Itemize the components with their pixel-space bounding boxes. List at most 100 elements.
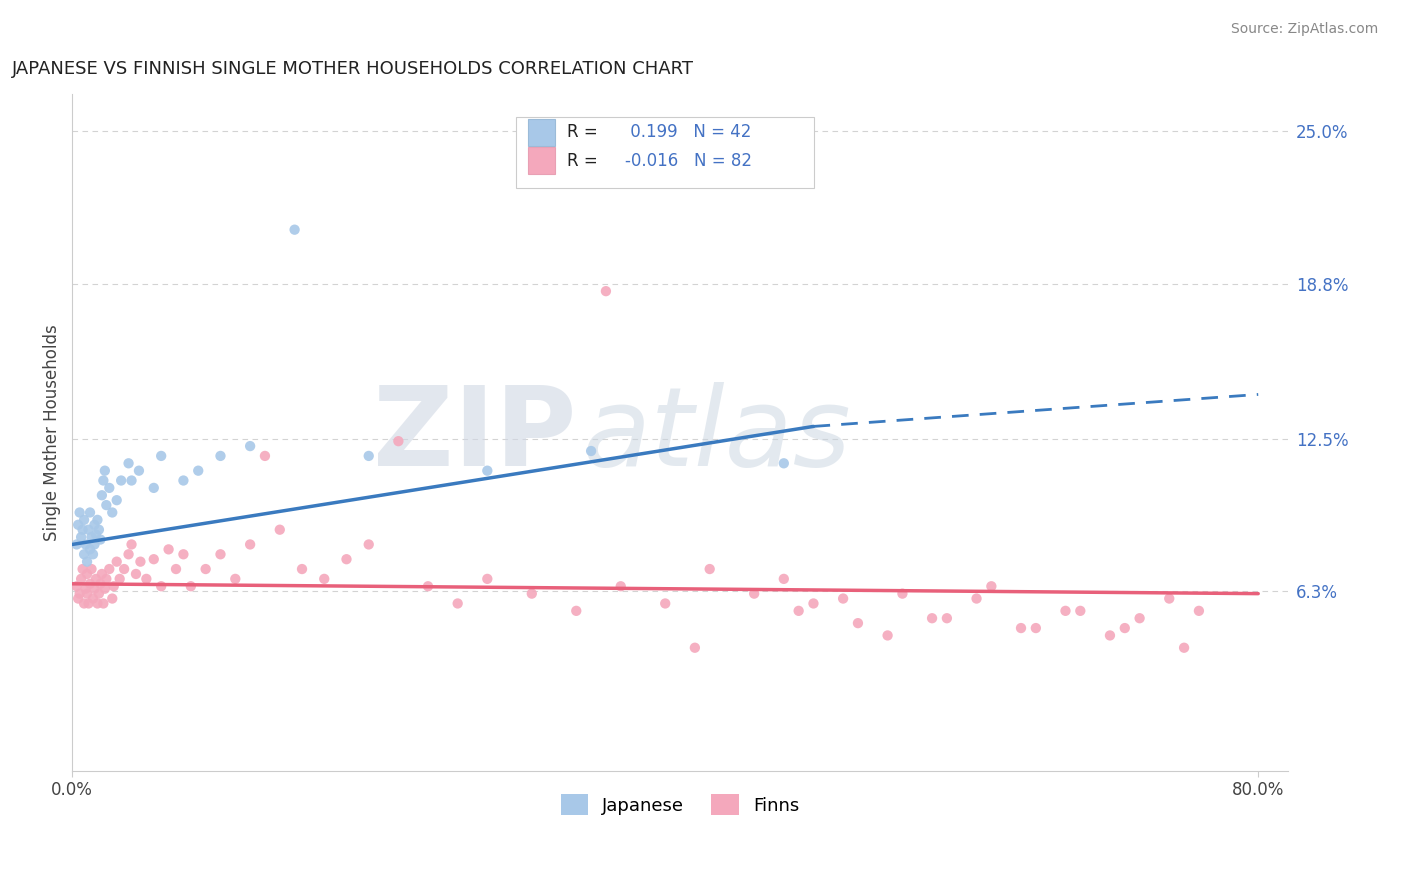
Point — [79, 506, 101, 520]
Y-axis label: Single Mother Households: Single Mother Households — [44, 324, 60, 541]
Point — [121, 537, 143, 551]
Point — [73, 513, 96, 527]
Point — [83, 537, 105, 551]
Point — [787, 604, 810, 618]
Text: ZIP: ZIP — [374, 383, 576, 490]
Point — [76, 566, 98, 581]
Point — [772, 572, 794, 586]
Point — [129, 555, 152, 569]
Point — [357, 449, 380, 463]
Point — [98, 481, 121, 495]
Point — [90, 488, 112, 502]
Point — [772, 456, 794, 470]
Legend: Japanese, Finns: Japanese, Finns — [554, 788, 807, 822]
Point — [73, 547, 96, 561]
Point — [72, 523, 94, 537]
Point — [654, 597, 676, 611]
Point — [291, 562, 314, 576]
Point — [209, 449, 232, 463]
Point — [103, 579, 125, 593]
Point — [239, 439, 262, 453]
Point — [239, 537, 262, 551]
Point — [187, 464, 209, 478]
Point — [477, 464, 499, 478]
Bar — [529, 147, 555, 174]
Point — [980, 579, 1002, 593]
Point — [128, 464, 150, 478]
Point — [80, 530, 103, 544]
Point — [94, 464, 117, 478]
Point — [579, 444, 602, 458]
Point — [1188, 604, 1211, 618]
Point — [284, 222, 307, 236]
Point — [520, 587, 543, 601]
Point — [125, 566, 148, 581]
Point — [83, 517, 105, 532]
Text: R =: R = — [567, 123, 603, 141]
Point — [565, 604, 588, 618]
Point — [1010, 621, 1032, 635]
Point — [77, 597, 100, 611]
Point — [76, 587, 98, 601]
Point — [72, 562, 94, 576]
Point — [93, 597, 115, 611]
Point — [1098, 628, 1121, 642]
Point — [1159, 591, 1181, 606]
Point — [150, 449, 173, 463]
Point — [609, 579, 631, 593]
Point — [105, 493, 128, 508]
Point — [89, 576, 111, 591]
Point — [172, 474, 194, 488]
Text: R =: R = — [567, 152, 603, 169]
Point — [66, 537, 89, 551]
Point — [387, 434, 409, 449]
Point — [142, 552, 165, 566]
Point — [117, 547, 139, 561]
Point — [70, 530, 93, 544]
Point — [69, 506, 91, 520]
Point — [416, 579, 439, 593]
Point — [73, 597, 96, 611]
Point — [1069, 604, 1091, 618]
Point — [69, 587, 91, 601]
Point — [803, 597, 825, 611]
Point — [75, 582, 97, 596]
Point — [101, 506, 124, 520]
Point — [83, 582, 105, 596]
Point — [966, 591, 988, 606]
Point — [194, 562, 217, 576]
Point — [94, 582, 117, 596]
Point — [87, 587, 110, 601]
Point — [110, 474, 132, 488]
Point — [224, 572, 246, 586]
Text: 0.199   N = 42: 0.199 N = 42 — [626, 123, 752, 141]
Text: JAPANESE VS FINNISH SINGLE MOTHER HOUSEHOLDS CORRELATION CHART: JAPANESE VS FINNISH SINGLE MOTHER HOUSEH… — [11, 60, 693, 78]
Point — [105, 555, 128, 569]
Point — [67, 517, 90, 532]
Point — [79, 542, 101, 557]
Point — [86, 513, 108, 527]
Point — [314, 572, 336, 586]
Point — [1114, 621, 1136, 635]
Point — [447, 597, 470, 611]
Point — [98, 562, 121, 576]
Point — [180, 579, 202, 593]
Point — [70, 572, 93, 586]
Point — [108, 572, 131, 586]
Point — [96, 498, 118, 512]
Point — [117, 456, 139, 470]
Text: -0.016   N = 82: -0.016 N = 82 — [626, 152, 752, 169]
Point — [82, 547, 104, 561]
FancyBboxPatch shape — [516, 117, 814, 187]
Bar — [529, 119, 555, 145]
Point — [357, 537, 380, 551]
Point — [876, 628, 898, 642]
Point — [101, 591, 124, 606]
Point — [89, 533, 111, 547]
Point — [683, 640, 706, 655]
Point — [699, 562, 721, 576]
Point — [121, 474, 143, 488]
Point — [79, 576, 101, 591]
Text: Source: ZipAtlas.com: Source: ZipAtlas.com — [1230, 22, 1378, 37]
Point — [335, 552, 357, 566]
